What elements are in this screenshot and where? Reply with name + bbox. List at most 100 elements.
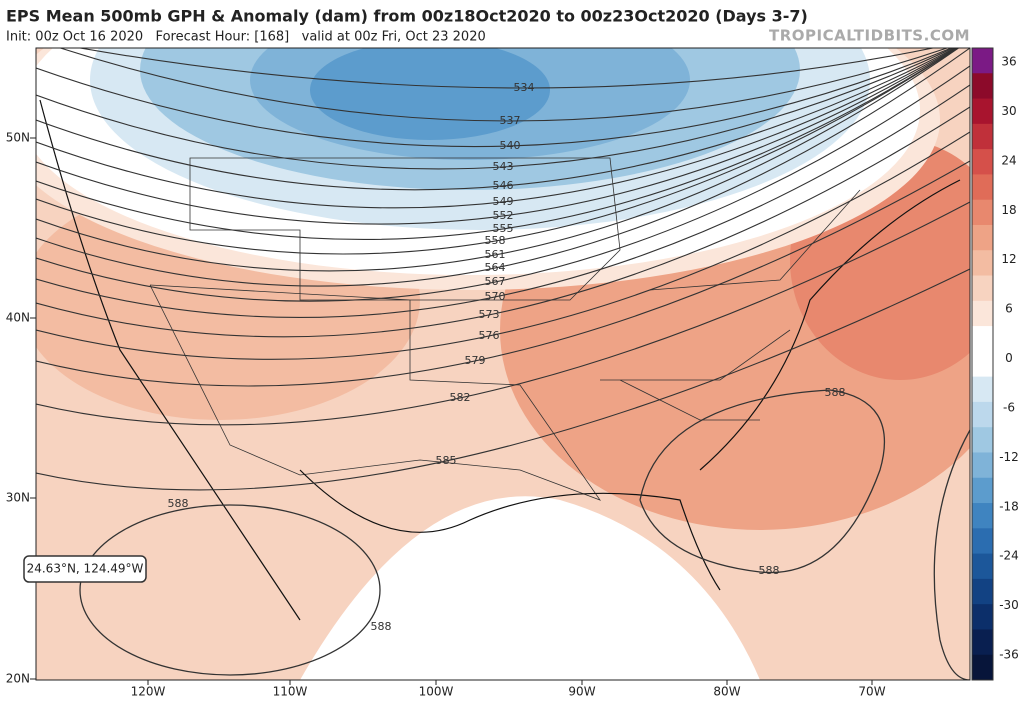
colorbar-label: 0 [1005, 351, 1013, 365]
title: EPS Mean 500mb GPH & Anomaly (dam) from … [6, 7, 808, 26]
lat-label: 30N [6, 491, 30, 505]
contour-label: 588 [759, 564, 780, 577]
colorbar-label: -18 [999, 499, 1019, 513]
contour-line [36, 201, 970, 426]
contour-label: 561 [485, 248, 506, 261]
contour-line [58, 48, 949, 122]
colorbar-segment [972, 275, 993, 302]
colorbar-segment [972, 149, 993, 175]
anomaly-field [310, 48, 550, 140]
contour-label: 534 [514, 81, 535, 94]
contour-line [36, 48, 960, 272]
map-frame [35, 47, 971, 681]
anomaly-field [300, 496, 760, 680]
lat-label: 40N [6, 311, 30, 325]
colorbar-segment [972, 351, 993, 378]
colorbar-segment [972, 123, 993, 150]
colorbar-segment [972, 452, 993, 479]
contour-line [36, 48, 958, 209]
colorbar-segment [972, 654, 993, 681]
colorbar-segment [972, 427, 993, 453]
contour-label: 573 [479, 308, 500, 321]
colorbar-segment [972, 503, 993, 529]
colorbar-segment [972, 250, 993, 277]
colorbar-label: -30 [999, 598, 1019, 612]
colorbar-segment [972, 300, 993, 327]
lon-label: 110W [273, 685, 308, 699]
lat-label: 50N [6, 131, 30, 145]
contour-label: 582 [450, 391, 471, 404]
contour-line [36, 160, 970, 387]
colorbar-segment [972, 376, 993, 403]
colorbar-segment [972, 98, 993, 125]
contour-label: 549 [493, 195, 514, 208]
contour-label: 555 [493, 222, 514, 235]
contour-label: 540 [500, 139, 521, 152]
contour-line [36, 48, 959, 255]
lon-label: 70W [858, 685, 885, 699]
lat-label: 20N [6, 672, 30, 686]
contour-label: 567 [485, 275, 506, 288]
lon-label: 120W [131, 685, 166, 699]
contour-label: 543 [493, 160, 514, 173]
colorbar-label: 30 [1001, 104, 1016, 118]
contour-line [77, 48, 936, 89]
lon-label: 90W [568, 685, 595, 699]
colorbar-segment [972, 174, 993, 201]
contour-label: 546 [493, 179, 514, 192]
contour-line [36, 48, 970, 287]
contour-line [36, 48, 956, 191]
contour-label: 537 [500, 114, 521, 127]
colorbar-segment [972, 553, 993, 580]
colorbar-label: 24 [1001, 153, 1016, 167]
colorbar-label: 18 [1001, 203, 1016, 217]
contour-588 [933, 429, 970, 680]
state-borders [149, 157, 861, 501]
colorbar-segment [972, 199, 993, 226]
colorbar-segment [972, 578, 993, 605]
colorbar-segment [972, 604, 993, 630]
colorbar-label: -6 [1003, 400, 1015, 414]
source: TROPICALTIDBITS.COM [769, 27, 970, 45]
colorbar-label: 6 [1005, 302, 1013, 316]
contour-line [36, 106, 970, 338]
contour-label: 588 [168, 497, 189, 510]
colorbar-label: -24 [999, 549, 1019, 563]
contour-label: 585 [436, 454, 457, 467]
colorbar-segment [972, 73, 993, 100]
contour-label: 552 [493, 209, 514, 222]
contour-label: 588 [825, 386, 846, 399]
lon-label: 80W [713, 685, 740, 699]
contour-588 [639, 389, 886, 574]
colorbar-frame [971, 47, 994, 681]
subtitle: Init: 00z Oct 16 2020 Forecast Hour: [16… [6, 30, 486, 45]
colorbar-label: -12 [999, 450, 1019, 464]
colorbar-segment [972, 528, 993, 555]
contour-line [36, 48, 953, 148]
contour-line [36, 268, 970, 491]
colorbar-segment [972, 477, 993, 504]
colorbar-label: 12 [1001, 252, 1016, 266]
colorbar-label: -36 [999, 648, 1019, 662]
contour-line [36, 65, 970, 302]
coastline [39, 99, 961, 621]
lon-label: 100W [419, 685, 454, 699]
colorbar-segment [972, 629, 993, 656]
colorbar-label: 36 [1001, 55, 1016, 69]
contour-label: 570 [485, 290, 506, 303]
contour-line [36, 48, 955, 170]
cursor-box [23, 555, 147, 583]
cursor-coordinates: 24.63°N, 124.49°W [27, 562, 144, 576]
colorbar-segment [972, 48, 993, 74]
contour-line [36, 84, 970, 318]
contour-588 [79, 504, 381, 676]
contour-label: 576 [479, 329, 500, 342]
colorbar-segment [972, 224, 993, 251]
contour-label: 588 [371, 620, 392, 633]
contour-label: 558 [485, 234, 506, 247]
contour-line [36, 48, 959, 241]
